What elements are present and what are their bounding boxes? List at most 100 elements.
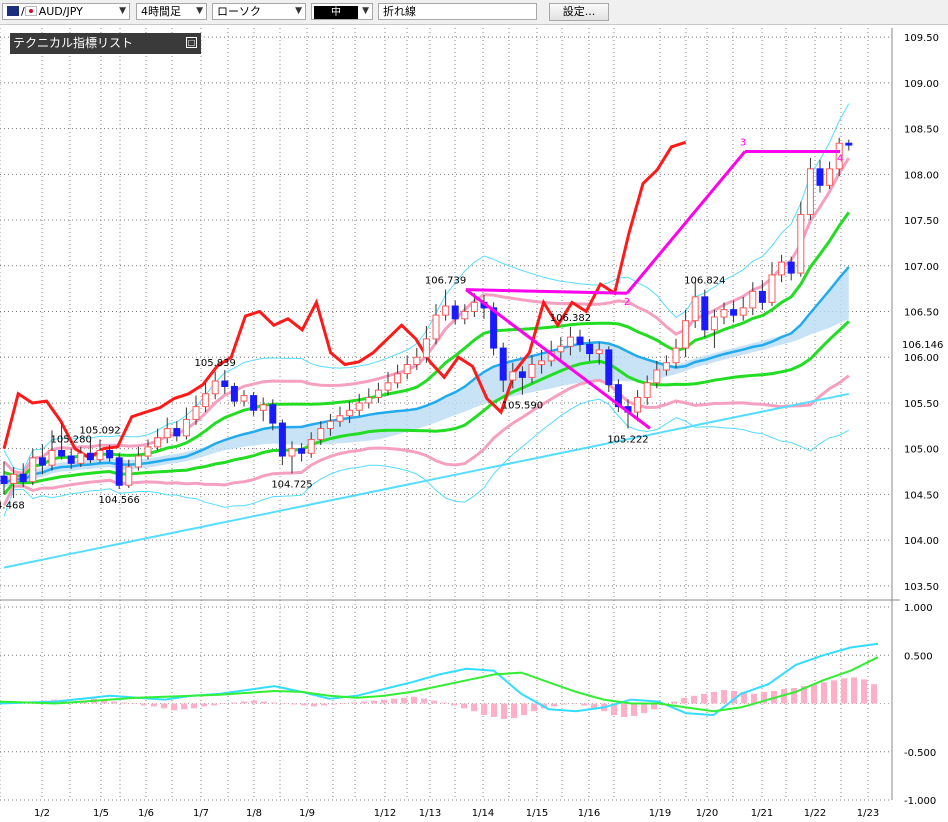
x-tick-label: 1/9: [299, 808, 315, 819]
histogram-bar: [151, 703, 157, 707]
bull-candle: [806, 168, 814, 216]
australia-flag-icon: [7, 6, 19, 16]
bear-candle: [701, 296, 709, 331]
histogram-bar: [441, 702, 447, 704]
bull-candle: [394, 373, 402, 384]
bear-candle: [605, 349, 613, 386]
x-tick-label: 1/22: [804, 808, 826, 819]
bull-candle: [566, 336, 574, 347]
histogram-bar: [301, 703, 307, 706]
timeframe-select[interactable]: 4時間足 ▼: [136, 3, 207, 20]
current-price-label: 106.146: [902, 340, 943, 351]
price-label: 104.566: [99, 495, 140, 506]
histogram-bar: [471, 703, 477, 712]
bull-candle: [691, 296, 699, 322]
bear-candle: [19, 473, 27, 483]
indicator-list-panel[interactable]: テクニカル指標リスト □: [10, 33, 201, 54]
moving-average-line: [3, 266, 850, 485]
bear-candle: [758, 290, 766, 303]
bull-candle: [835, 142, 843, 170]
y-tick-label: 106.50: [904, 308, 939, 319]
histogram-bar: [801, 686, 807, 704]
histogram-bar: [861, 679, 867, 704]
bull-candle: [77, 452, 85, 464]
bull-candle: [653, 369, 661, 384]
bear-candle: [576, 336, 584, 345]
bear-candle: [518, 371, 526, 378]
bull-candle: [259, 404, 267, 411]
histogram-bar: [841, 678, 847, 704]
bear-candle: [115, 457, 123, 486]
bull-candle: [326, 420, 334, 430]
histogram-bar: [351, 702, 357, 704]
x-tick-label: 1/19: [649, 808, 671, 819]
osc-y-tick-label: -0.500: [904, 748, 936, 759]
bull-candle: [125, 466, 133, 486]
histogram-bar: [101, 699, 107, 704]
histogram-bar: [281, 703, 287, 704]
x-tick-label: 1/15: [526, 808, 548, 819]
histogram-bar: [341, 703, 347, 704]
chart-style-select[interactable]: ローソク ▼: [212, 3, 306, 20]
y-tick-label: 103.50: [904, 582, 939, 593]
histogram-bar: [121, 702, 127, 704]
bull-candle: [182, 418, 190, 437]
histogram-bar: [821, 682, 827, 704]
bear-candle: [730, 309, 738, 316]
y-tick-label: 106.00: [904, 353, 939, 364]
histogram-bar: [791, 688, 797, 704]
bull-candle: [144, 446, 152, 457]
histogram-bar: [701, 693, 707, 704]
histogram-bar: [311, 703, 317, 707]
bull-candle: [192, 406, 200, 420]
symbol-select[interactable]: / AUD/JPY ▼: [2, 3, 130, 20]
bull-candle: [662, 362, 670, 371]
y-tick-label: 108.50: [904, 125, 939, 136]
candlesticks: [0, 137, 853, 499]
bull-candle: [442, 305, 450, 316]
bear-candle: [230, 385, 238, 402]
bull-candle: [374, 389, 382, 398]
bull-candle: [643, 382, 651, 398]
x-tick-label: 1/16: [578, 808, 600, 819]
long-moving-average-line: [3, 392, 850, 569]
y-tick-label: 104.00: [904, 536, 939, 547]
osc-y-tick-label: 0.500: [904, 651, 933, 662]
x-tick-label: 1/21: [751, 808, 773, 819]
price-label: 104.468: [0, 500, 25, 511]
bull-candle: [134, 455, 142, 468]
price-label: 105.280: [51, 435, 92, 446]
bear-candle: [499, 347, 507, 381]
minimize-icon[interactable]: □: [186, 37, 197, 48]
settings-button[interactable]: 設定...: [549, 3, 609, 21]
bull-candle: [528, 364, 536, 378]
x-tick-label: 1/13: [419, 808, 441, 819]
histogram-bar: [681, 697, 687, 704]
line-type-field[interactable]: 折れ線: [378, 3, 537, 20]
bull-candle: [154, 437, 162, 448]
histogram-bar: [491, 703, 497, 718]
bull-candle: [355, 402, 363, 411]
histogram-bar: [261, 701, 267, 704]
histogram-bar: [211, 703, 217, 706]
bull-candle: [797, 214, 805, 274]
histogram-bar: [721, 689, 727, 704]
macd-line: [0, 642, 879, 717]
bull-candle: [422, 338, 430, 358]
bear-candle: [490, 307, 498, 349]
histogram-bar: [671, 701, 677, 704]
bear-candle: [614, 384, 622, 408]
bull-candle: [778, 261, 786, 276]
bull-candle: [317, 428, 325, 441]
y-tick-label: 107.00: [904, 262, 939, 273]
color-select[interactable]: 中 ▼: [311, 3, 373, 20]
histogram-bar: [321, 703, 327, 706]
bull-candle: [346, 409, 354, 417]
y-tick-label: 109.50: [904, 33, 939, 44]
bull-candle: [432, 314, 440, 340]
bull-candle: [48, 450, 56, 466]
osc-y-tick-label: -1.000: [904, 796, 936, 807]
osc-y-tick-label: 1.000: [904, 603, 933, 614]
